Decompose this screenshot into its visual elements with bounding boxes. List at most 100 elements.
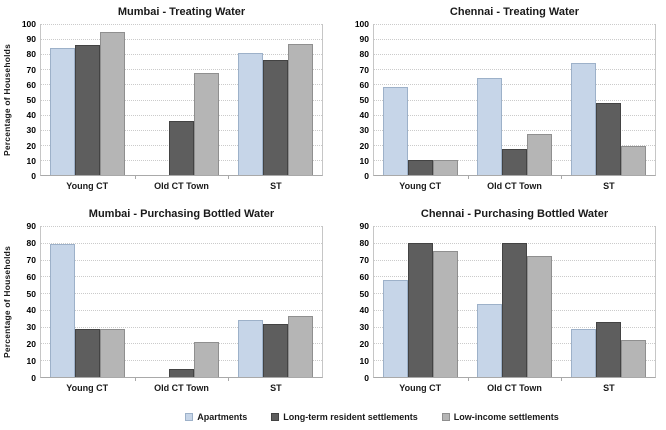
legend-label: Apartments xyxy=(197,412,248,422)
y-tick-label: 30 xyxy=(359,125,369,136)
y-tick-label: 40 xyxy=(359,305,369,316)
x-axis-tick xyxy=(467,175,469,179)
x-axis-tick xyxy=(134,175,136,179)
y-axis-tick-labels: 0 10 20 30 40 50 60 70 80 90 xyxy=(14,222,40,382)
charts-grid: Mumbai - Treating Water Percentage of Hou… xyxy=(0,0,666,404)
legend-item-low-income-settlements: Low-income settlements xyxy=(441,412,559,422)
gridline xyxy=(41,24,322,25)
chart-mumbai-treating-water: Mumbai - Treating Water Percentage of Hou… xyxy=(0,0,333,202)
bar-apartments xyxy=(570,329,596,377)
y-tick-label: 30 xyxy=(359,322,369,333)
y-tick-label: 60 xyxy=(26,79,36,90)
y-tick-label: 80 xyxy=(359,49,369,60)
y-tick-label: 90 xyxy=(26,33,36,44)
x-axis-tick xyxy=(134,377,136,381)
y-tick-label: 20 xyxy=(359,338,369,349)
bar-group-st xyxy=(561,226,655,377)
x-category-label: Old CT Town xyxy=(154,181,209,191)
gridline xyxy=(374,99,655,101)
gridline xyxy=(374,226,655,227)
y-tick-label: 60 xyxy=(359,79,369,90)
y-tick-label: 90 xyxy=(26,220,36,231)
gridline xyxy=(374,39,655,41)
y-axis-title-area xyxy=(333,226,347,378)
y-axis-title-area: Percentage of Households xyxy=(0,24,14,176)
legend-swatch-icon xyxy=(271,413,280,421)
bars-layer xyxy=(41,226,322,377)
y-tick-label: 10 xyxy=(26,355,36,366)
y-tick-label: 50 xyxy=(359,288,369,299)
gridline xyxy=(41,309,322,311)
y-tick-label: 10 xyxy=(26,155,36,166)
y-tick-label: 30 xyxy=(26,322,36,333)
bar-low-income-settlements xyxy=(433,251,459,377)
gridline xyxy=(41,293,322,295)
legend-swatch-icon xyxy=(441,413,450,421)
gridline xyxy=(374,129,655,131)
y-tick-label: 20 xyxy=(26,338,36,349)
x-axis-category-labels: Young CT Old CT Town ST xyxy=(373,176,656,202)
bar-apartments xyxy=(50,48,76,175)
chart-chennai-purchasing-bottled-water: Chennai - Purchasing Bottled Water 0 10 20 3… xyxy=(333,202,666,404)
y-axis-title: Percentage of Households xyxy=(2,245,12,359)
y-tick-label: 100 xyxy=(354,18,369,29)
bar-apartments xyxy=(477,78,502,175)
x-category-label: Young CT xyxy=(66,383,109,393)
y-tick-label: 10 xyxy=(359,155,369,166)
bar-group-st xyxy=(561,24,655,175)
x-category-label: ST xyxy=(270,181,282,191)
y-tick-label: 0 xyxy=(31,372,36,383)
y-tick-label: 40 xyxy=(26,109,36,120)
x-axis-tick xyxy=(467,377,469,381)
y-axis-title: Percentage of Households xyxy=(2,43,12,157)
bar-long-term-resident-settlements xyxy=(408,242,434,377)
legend-label: Low-income settlements xyxy=(453,412,559,422)
bar-long-term-resident-settlements xyxy=(595,102,621,175)
gridline xyxy=(374,84,655,86)
y-tick-label: 40 xyxy=(359,109,369,120)
x-axis-category-labels: Young CT Old CT Town ST xyxy=(373,378,656,404)
gridline xyxy=(41,343,322,345)
legend-item-apartments: Apartments xyxy=(185,412,247,422)
chart-title: Chennai - Treating Water xyxy=(449,6,580,18)
bar-low-income-settlements xyxy=(433,159,459,175)
gridline xyxy=(374,144,655,146)
bar-group-young-ct xyxy=(41,226,135,377)
bar-low-income-settlements xyxy=(287,43,313,175)
bar-apartments xyxy=(50,244,76,377)
y-tick-label: 80 xyxy=(26,237,36,248)
bar-long-term-resident-settlements xyxy=(75,45,101,175)
bar-low-income-settlements xyxy=(100,329,126,377)
chart-title: Chennai - Purchasing Bottled Water xyxy=(420,208,609,220)
gridline xyxy=(41,114,322,116)
legend-swatch-icon xyxy=(185,413,194,421)
bar-long-term-resident-settlements xyxy=(169,120,194,175)
x-axis-tick xyxy=(561,175,563,179)
gridline xyxy=(41,39,322,41)
bar-group-old-ct-town xyxy=(468,24,562,175)
bar-apartments xyxy=(477,304,502,377)
y-axis-title-area: Percentage of Households xyxy=(0,226,14,378)
bar-long-term-resident-settlements xyxy=(502,242,527,377)
bar-apartments xyxy=(383,87,409,175)
y-tick-label: 0 xyxy=(364,170,369,181)
bar-long-term-resident-settlements xyxy=(262,324,288,377)
gridline xyxy=(41,242,322,244)
bar-low-income-settlements xyxy=(100,31,126,175)
bar-group-young-ct xyxy=(374,226,468,377)
bar-low-income-settlements xyxy=(620,146,646,175)
gridline xyxy=(41,226,322,227)
y-tick-label: 50 xyxy=(26,288,36,299)
gridline xyxy=(41,360,322,362)
x-axis-category-labels: Young CT Old CT Town ST xyxy=(40,378,323,404)
y-tick-label: 50 xyxy=(26,94,36,105)
gridline xyxy=(41,276,322,278)
bar-apartments xyxy=(237,319,263,377)
y-tick-label: 70 xyxy=(359,254,369,265)
y-tick-label: 60 xyxy=(26,271,36,282)
gridline xyxy=(41,326,322,328)
y-tick-label: 0 xyxy=(364,372,369,383)
bar-group-young-ct xyxy=(374,24,468,175)
bar-long-term-resident-settlements xyxy=(595,322,621,377)
plot-area xyxy=(40,226,323,381)
